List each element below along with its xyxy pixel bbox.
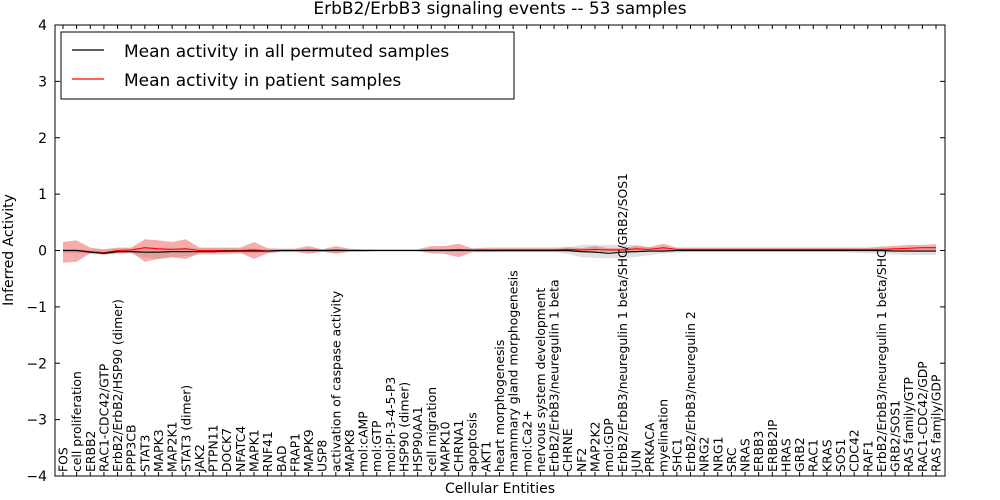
category-label: STAT3 (137, 435, 152, 472)
category-label: RAC1-CDC42/GDP (915, 361, 930, 472)
category-label: ERBB2IP (765, 419, 780, 472)
x-axis-label: Cellular Entities (445, 481, 555, 497)
band-permuted (63, 244, 936, 259)
category-label: cell migration (424, 387, 439, 472)
y-tick-label: 2 (38, 131, 47, 147)
category-label: MAPK8 (342, 429, 357, 472)
category-label: apoptosis (465, 412, 480, 472)
y-tick-label: 1 (38, 187, 47, 203)
category-label: RAC1 (806, 439, 821, 472)
category-label: cell proliferation (69, 371, 84, 472)
category-label: RAS family/GDP (929, 374, 944, 472)
category-label: HRAS (779, 438, 794, 472)
category-label: ERBB2 (83, 431, 98, 472)
category-label: ErbB2/ErbB3/neuregulin 1 beta (547, 279, 562, 472)
category-label: JAK2 (192, 444, 207, 473)
category-label: mammary gland morphogenesis (506, 270, 521, 472)
category-label: CDC42 (847, 429, 862, 472)
category-label: RAS family/GTP (901, 376, 916, 472)
category-label: mol:GDP (601, 418, 616, 472)
category-label: SOS1 (833, 439, 848, 472)
category-label: myelination (656, 399, 671, 472)
category-label: nervous system development (533, 288, 548, 472)
category-label: activation of caspase activity (328, 291, 343, 472)
category-label: ErbB2/ErbB3/neuregulin 1 beta/SHC (874, 249, 889, 472)
category-label: ErbB2/ErbB3/neuregulin 1 beta/SHC/GRB2/S… (615, 173, 630, 472)
y-tick-label: 4 (38, 18, 47, 34)
category-label: MAPK9 (301, 429, 316, 472)
category-label: MAPK1 (247, 429, 262, 472)
category-label: heart morphogenesis (492, 340, 507, 472)
category-label: HSP90 (dimer) (397, 382, 412, 472)
category-label: STAT3 (dimer) (178, 385, 193, 472)
legend-label-permuted: Mean activity in all permuted samples (124, 42, 449, 62)
category-label: MAP2K2 (588, 421, 603, 472)
category-label: GRB2/SOS1 (888, 400, 903, 472)
category-label: BAD (274, 445, 289, 472)
category-label: NFATC4 (233, 426, 248, 472)
x-axis (62, 25, 937, 476)
y-tick-label: 3 (38, 74, 47, 90)
category-label: NRG1 (710, 437, 725, 472)
category-label: mol:cAMP (356, 411, 371, 472)
category-label: DOCK7 (219, 428, 234, 472)
series-line-permuted (63, 249, 936, 254)
category-label: ErbB2/ErbB3/neuregulin 2 (683, 311, 698, 472)
category-label: NRG2 (697, 437, 712, 472)
category-label: AKT1 (478, 441, 493, 472)
legend-box (60, 31, 515, 100)
category-label: CHRNE (560, 428, 575, 472)
category-label: PPP3CB (124, 425, 139, 472)
y-tick-label: 0 (38, 244, 47, 260)
category-label: PRKACA (642, 422, 657, 472)
legend: Mean activity in all permuted samples Me… (60, 31, 515, 100)
category-label: SHC1 (669, 438, 684, 472)
category-label: mol:PI-3-4-5-P3 (383, 377, 398, 472)
category-label: MAP2K1 (165, 421, 180, 472)
category-label: CHRNA1 (451, 420, 466, 472)
category-label: NRAS (738, 438, 753, 472)
category-label: PTPN11 (206, 424, 221, 472)
category-label: RAC1-CDC42/GTP (96, 363, 111, 472)
category-label: NF2 (574, 448, 589, 472)
category-label: MAPK3 (151, 429, 166, 472)
category-label: FOS (56, 447, 71, 472)
category-label: HSP90AA1 (410, 406, 425, 472)
y-tick-label: −3 (26, 413, 47, 429)
category-label: mol:Ca2+ (519, 410, 534, 472)
category-label: RNF41 (260, 431, 275, 472)
y-tick-label: −4 (26, 469, 47, 485)
legend-label-patient: Mean activity in patient samples (124, 71, 401, 91)
category-label: mol:GTP (369, 420, 384, 472)
category-label: USP8 (315, 440, 330, 472)
category-label: MAPK10 (437, 421, 452, 472)
category-label: SRC (724, 447, 739, 472)
y-axis-label: Inferred Activity (1, 194, 17, 306)
y-axis: 4 3 2 1 0 −1 −2 −3 −4 (26, 18, 945, 485)
lines-layer (63, 247, 936, 254)
category-label: KRAS (819, 439, 834, 472)
category-label: RAF1 (860, 440, 875, 472)
category-label: ErbB2/ErbB2/HSP90 (dimer) (110, 299, 125, 472)
category-label: FRAP1 (287, 433, 302, 472)
chart-title: ErbB2/ErbB3 signaling events -- 53 sampl… (313, 0, 686, 19)
category-label: JUN (628, 450, 643, 473)
category-label: ERBB3 (751, 431, 766, 472)
y-tick-label: −2 (26, 356, 47, 372)
y-tick-label: −1 (26, 300, 47, 316)
category-label: GRB2 (792, 437, 807, 472)
